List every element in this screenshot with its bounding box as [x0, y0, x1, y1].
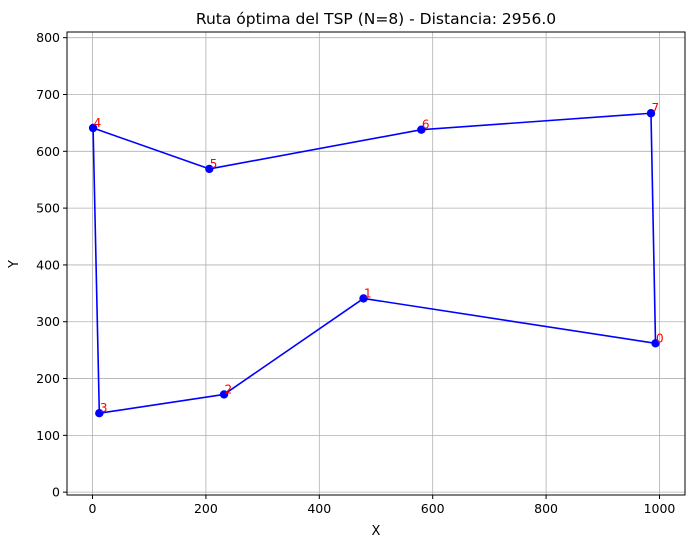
route-segment [92, 127, 101, 414]
plot-area-frame [66, 31, 686, 496]
x-tick-label: 800 [534, 501, 558, 516]
route-segment [99, 393, 225, 414]
y-tick-label: 200 [36, 371, 60, 386]
grid-lines [67, 32, 685, 495]
y-tick-label: 300 [36, 314, 60, 329]
route-segment [92, 127, 210, 170]
route-segment [650, 113, 657, 344]
city-point-label: 2 [225, 382, 233, 396]
y-tick-label: 700 [36, 87, 60, 102]
y-tick-label: 400 [36, 257, 60, 272]
city-point [359, 294, 368, 303]
city-point-label: 4 [94, 116, 102, 130]
route-lines [92, 112, 657, 414]
chart-title: Ruta óptima del TSP (N=8) - Distancia: 2… [196, 10, 556, 28]
axis-ticks: 0 200 400 600 800 1000 0 100 200 300 400 500 600 700 8… [36, 30, 675, 516]
city-point-label: 7 [651, 101, 659, 115]
city-point [417, 125, 426, 134]
city-point [205, 164, 214, 174]
city-point [219, 390, 229, 399]
x-tick-label: 0 [89, 501, 97, 516]
city-point-label: 0 [656, 331, 664, 345]
city-point-label: 1 [364, 286, 372, 300]
x-tick-label: 200 [194, 501, 218, 516]
y-tick-label: 100 [36, 428, 60, 443]
y-tick-label: 600 [36, 144, 60, 159]
route-segment [363, 297, 656, 345]
y-tick-label: 800 [36, 30, 60, 45]
city-point-label: 5 [210, 157, 218, 171]
x-tick-label: 1000 [644, 501, 676, 516]
city-point [651, 339, 660, 348]
city-point-label: 6 [422, 118, 430, 132]
x-tick-label: 400 [307, 501, 331, 516]
route-segment [223, 297, 364, 396]
route-segment [421, 112, 652, 131]
x-axis-label: X [372, 524, 381, 539]
y-axis-label: Y [7, 260, 22, 269]
y-tick-label: 0 [52, 485, 60, 500]
city-point [646, 109, 656, 118]
city-point [88, 123, 98, 133]
city-point [95, 408, 104, 418]
city-points: 0 1 2 3 4 5 6 7 [88, 101, 664, 418]
x-tick-label: 600 [421, 501, 445, 516]
city-point-label: 3 [100, 401, 108, 415]
route-segment [209, 128, 422, 170]
y-tick-label: 500 [36, 201, 60, 216]
